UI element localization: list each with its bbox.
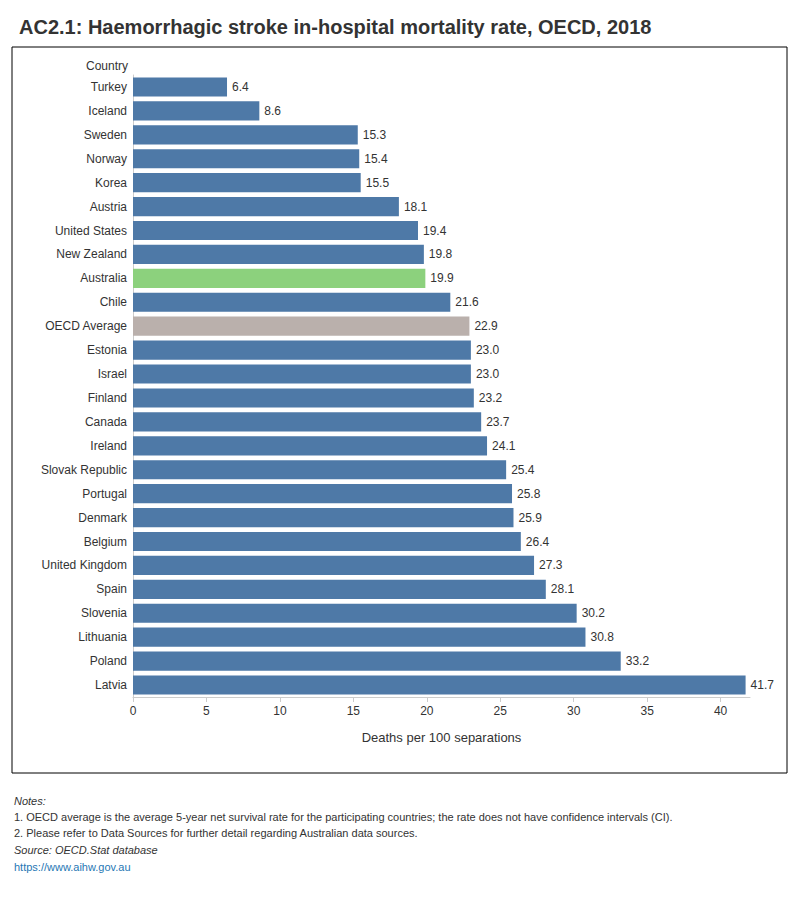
svg-text:Spain: Spain	[96, 582, 127, 596]
svg-text:27.3: 27.3	[539, 558, 563, 572]
svg-text:19.8: 19.8	[429, 247, 453, 261]
svg-text:24.1: 24.1	[492, 439, 516, 453]
svg-text:25.4: 25.4	[511, 463, 535, 477]
svg-text:28.1: 28.1	[551, 582, 575, 596]
svg-text:https://www.aihw.gov.au: https://www.aihw.gov.au	[14, 861, 131, 873]
svg-text:5: 5	[203, 704, 210, 718]
svg-text:Slovenia: Slovenia	[81, 606, 127, 620]
svg-text:2. Please refer to Data Source: 2. Please refer to Data Sources for furt…	[14, 827, 418, 839]
svg-text:33.2: 33.2	[626, 654, 650, 668]
svg-text:OECD Average: OECD Average	[45, 319, 127, 333]
svg-text:23.0: 23.0	[476, 343, 500, 357]
svg-text:23.2: 23.2	[479, 391, 503, 405]
svg-text:Latvia: Latvia	[95, 678, 127, 692]
svg-text:20: 20	[420, 704, 434, 718]
svg-text:Poland: Poland	[90, 654, 127, 668]
svg-text:21.6: 21.6	[455, 295, 479, 309]
svg-text:Austria: Austria	[90, 200, 128, 214]
svg-text:23.0: 23.0	[476, 367, 500, 381]
svg-text:10: 10	[273, 704, 287, 718]
svg-text:Deaths per 100 separations: Deaths per 100 separations	[362, 730, 522, 745]
svg-text:23.7: 23.7	[486, 415, 510, 429]
svg-text:Turkey: Turkey	[91, 80, 127, 94]
svg-text:22.9: 22.9	[474, 319, 498, 333]
svg-text:United States: United States	[55, 224, 127, 238]
svg-text:30.8: 30.8	[590, 630, 614, 644]
svg-text:30: 30	[567, 704, 581, 718]
svg-text:Portugal: Portugal	[82, 487, 127, 501]
svg-text:1. OECD average is the average: 1. OECD average is the average 5-year ne…	[14, 811, 673, 823]
svg-text:40: 40	[714, 704, 728, 718]
svg-text:Notes:: Notes:	[14, 795, 46, 807]
svg-text:Iceland: Iceland	[88, 104, 127, 118]
svg-text:Slovak Republic: Slovak Republic	[41, 463, 127, 477]
svg-text:Finland: Finland	[88, 391, 127, 405]
svg-text:Canada: Canada	[85, 415, 127, 429]
svg-text:6.4: 6.4	[232, 80, 249, 94]
svg-text:26.4: 26.4	[526, 535, 550, 549]
svg-text:35: 35	[640, 704, 654, 718]
svg-text:Denmark: Denmark	[78, 511, 128, 525]
svg-text:19.4: 19.4	[423, 224, 447, 238]
svg-text:AC2.1: Haemorrhagic stroke in-: AC2.1: Haemorrhagic stroke in-hospital m…	[19, 16, 651, 38]
svg-text:New Zealand: New Zealand	[56, 247, 127, 261]
svg-text:Australia: Australia	[80, 271, 127, 285]
svg-text:15.5: 15.5	[366, 176, 390, 190]
svg-text:19.9: 19.9	[430, 271, 454, 285]
svg-text:30.2: 30.2	[582, 606, 606, 620]
svg-text:Lithuania: Lithuania	[78, 630, 127, 644]
svg-text:18.1: 18.1	[404, 200, 428, 214]
svg-text:Norway: Norway	[86, 152, 127, 166]
svg-text:25: 25	[494, 704, 508, 718]
svg-text:Chile: Chile	[100, 295, 128, 309]
svg-text:25.9: 25.9	[518, 511, 542, 525]
svg-text:Ireland: Ireland	[90, 439, 127, 453]
svg-text:Israel: Israel	[98, 367, 127, 381]
svg-text:Sweden: Sweden	[84, 128, 127, 142]
svg-text:8.6: 8.6	[264, 104, 281, 118]
svg-text:United Kingdom: United Kingdom	[42, 558, 127, 572]
svg-text:15: 15	[347, 704, 361, 718]
svg-text:Source: OECD.Stat database: Source: OECD.Stat database	[14, 844, 158, 856]
svg-text:25.8: 25.8	[517, 487, 541, 501]
svg-text:15.4: 15.4	[364, 152, 388, 166]
svg-text:41.7: 41.7	[751, 678, 775, 692]
svg-text:Country: Country	[86, 59, 128, 73]
svg-text:0: 0	[130, 704, 137, 718]
svg-text:Belgium: Belgium	[84, 535, 127, 549]
svg-text:Estonia: Estonia	[87, 343, 127, 357]
svg-text:15.3: 15.3	[363, 128, 387, 142]
svg-text:Korea: Korea	[95, 176, 127, 190]
